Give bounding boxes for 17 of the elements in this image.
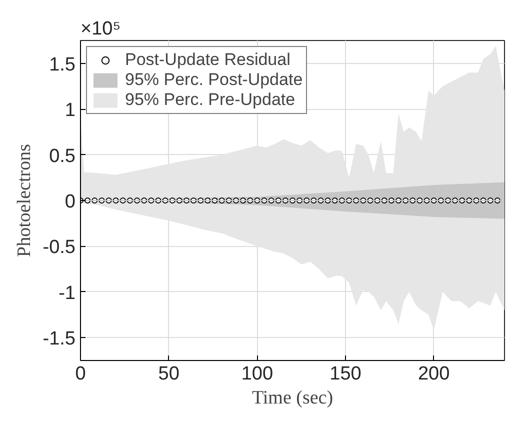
x-tick-label: 100 — [241, 364, 274, 384]
legend-label: Post-Update Residual — [125, 50, 290, 70]
x-tick-label: 50 — [158, 364, 180, 384]
y-tick-label: 1 — [64, 100, 76, 122]
y-tick-label: -0.5 — [42, 237, 76, 258]
y-tick-label: 0.5 — [49, 146, 76, 167]
y-tick-label: -1.5 — [42, 328, 76, 350]
y-tick-label: 1.5 — [49, 54, 76, 76]
legend-label: 95% Perc. Post-Update — [125, 70, 303, 90]
text: ×10⁵ — [80, 18, 121, 40]
legend-label: 95% Perc. Pre-Update — [125, 90, 296, 110]
x-tick-label: 150 — [330, 364, 362, 384]
y-axis-title: Photoelectrons — [14, 144, 35, 257]
y-tick-label: -1 — [58, 282, 76, 304]
x-axis-title: Time (sec) — [252, 388, 334, 408]
x-tick-label: 200 — [418, 364, 450, 384]
y-tick-label: 0 — [64, 192, 76, 212]
